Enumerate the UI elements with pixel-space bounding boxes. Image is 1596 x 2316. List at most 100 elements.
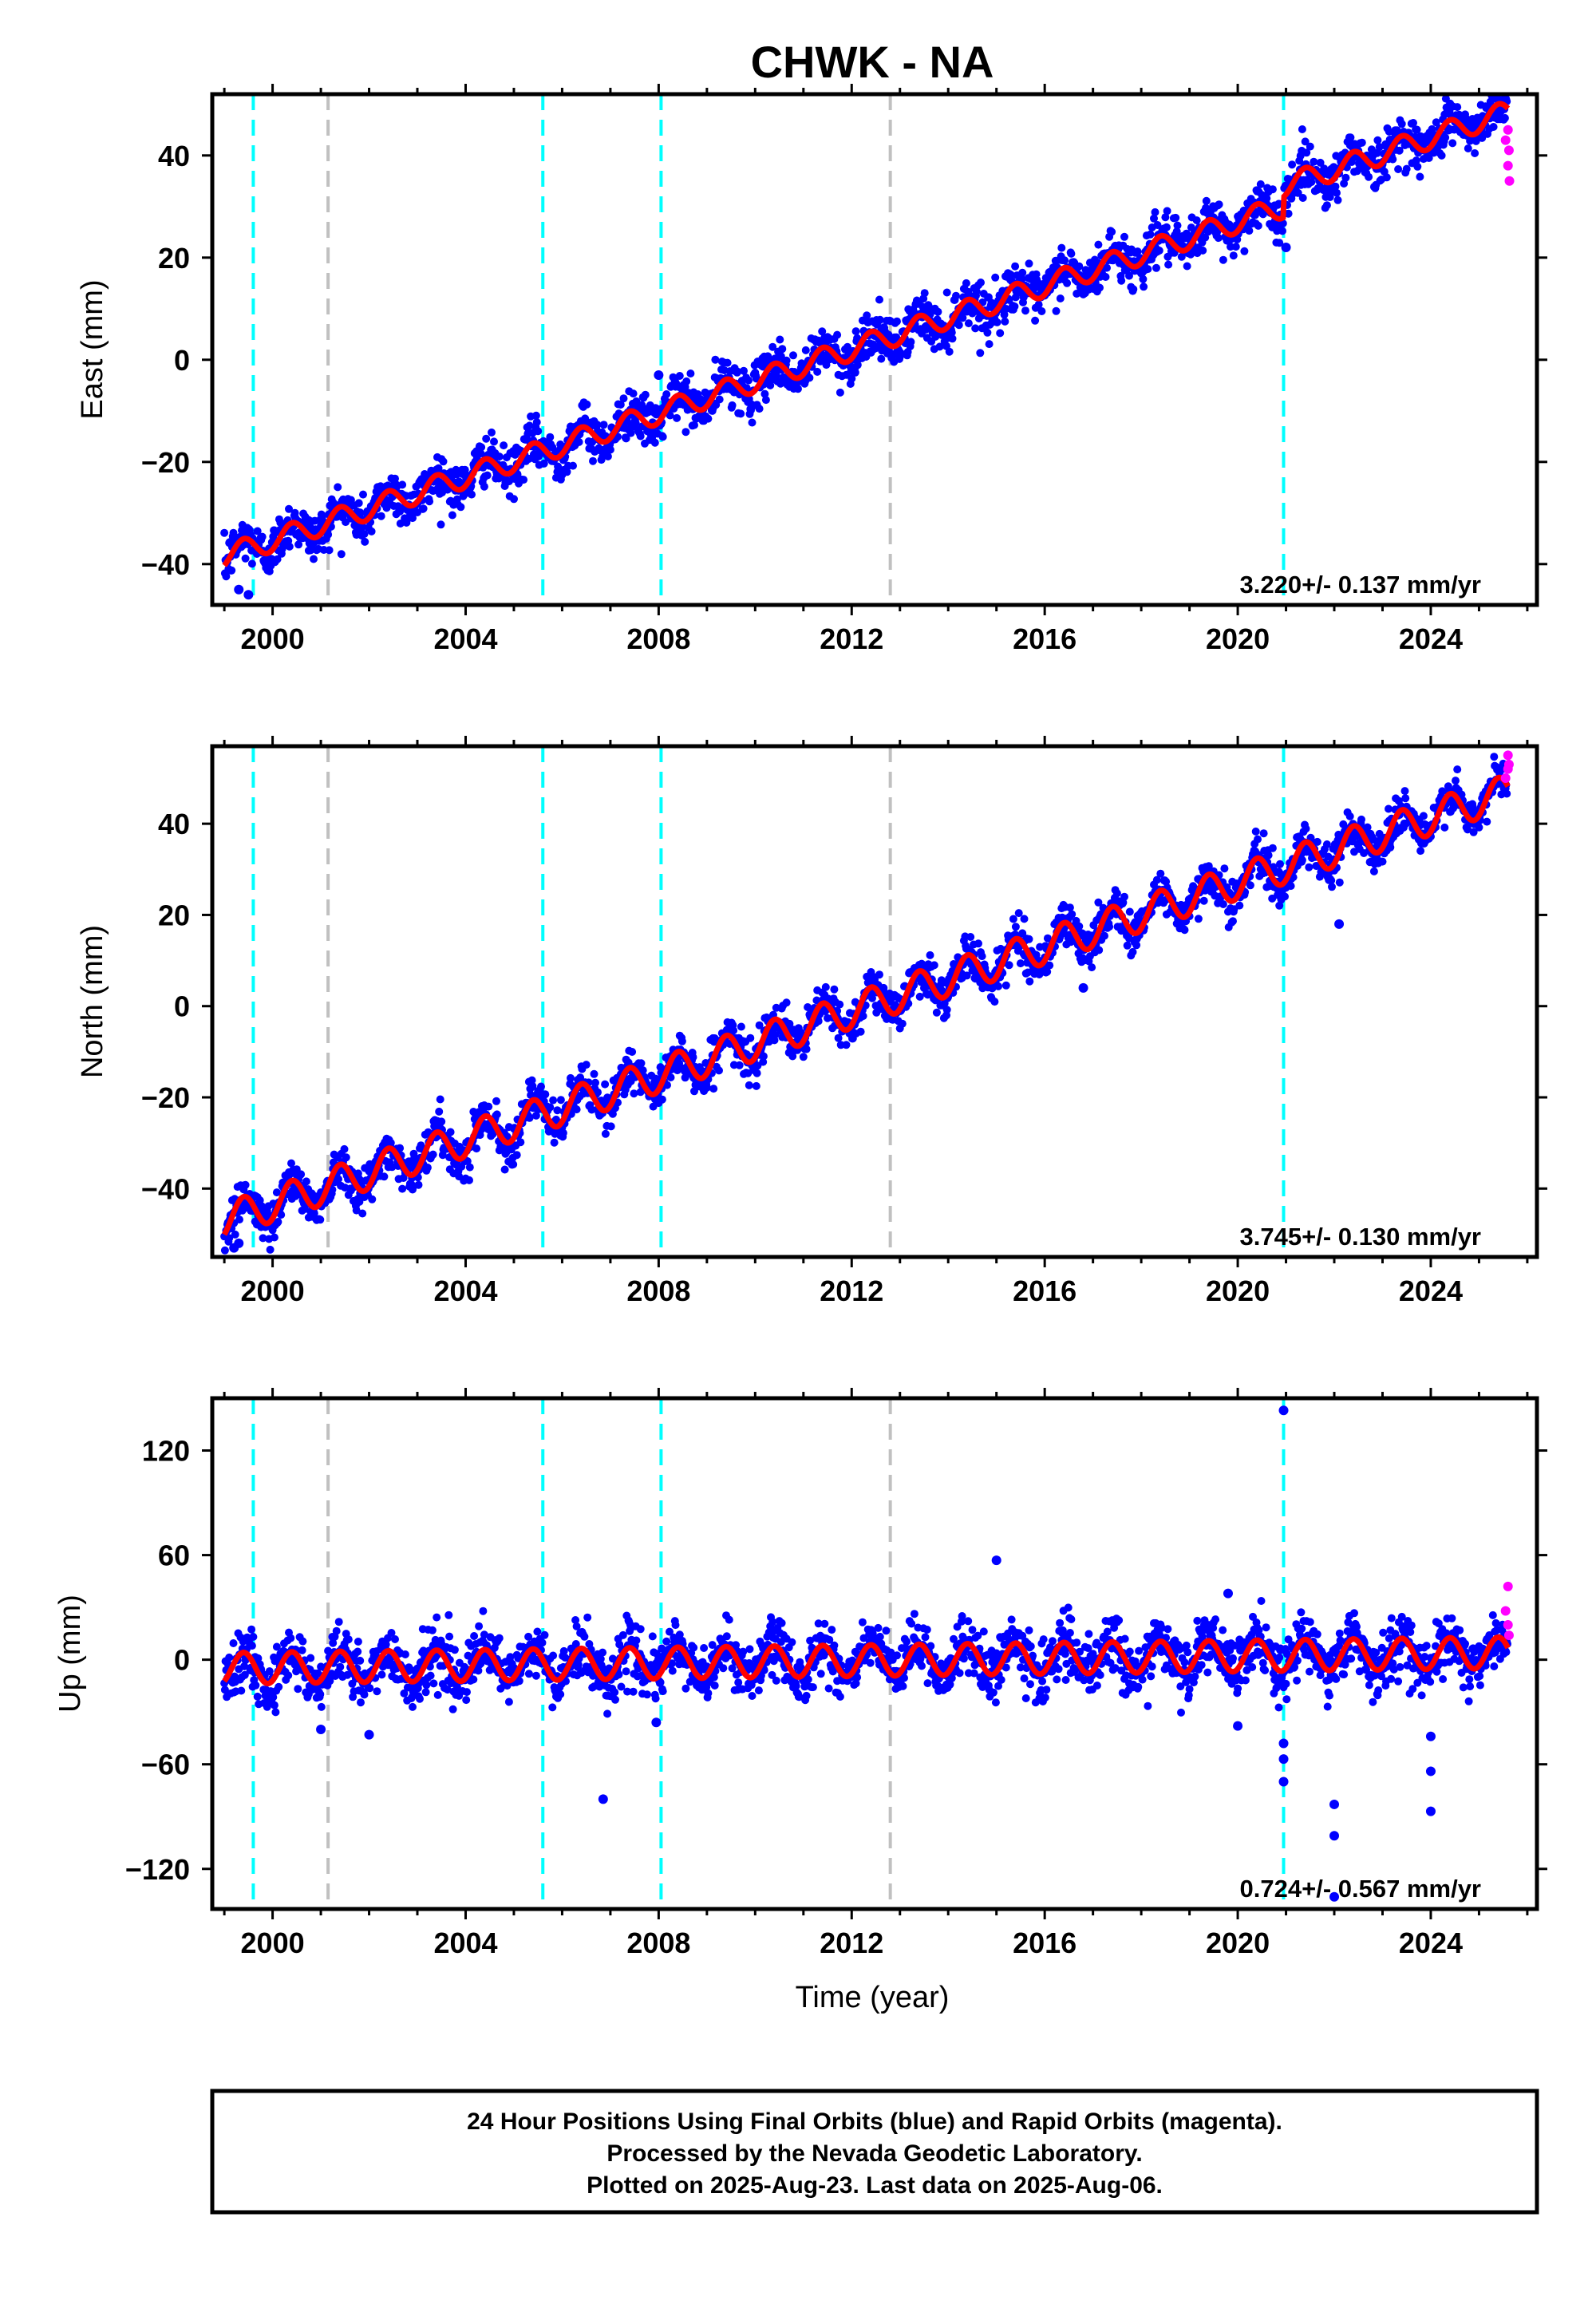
data-point — [336, 1662, 345, 1671]
data-point — [524, 1670, 533, 1678]
data-point — [259, 1234, 267, 1243]
data-point — [948, 334, 957, 343]
data-point — [776, 352, 785, 361]
data-point — [357, 1698, 365, 1707]
data-point — [715, 1066, 723, 1075]
data-point — [1094, 898, 1103, 907]
data-point — [628, 1048, 637, 1056]
data-point — [426, 1671, 435, 1680]
data-point — [1264, 851, 1273, 860]
data-point — [983, 328, 992, 337]
data-point — [500, 441, 508, 450]
data-point — [658, 433, 667, 441]
data-point — [1452, 777, 1460, 785]
data-point — [1437, 151, 1446, 160]
data-point — [1394, 165, 1403, 173]
x-tick-label: 2020 — [1206, 1275, 1270, 1307]
data-point — [1139, 275, 1148, 283]
outlier-point — [234, 1238, 244, 1248]
data-point — [1094, 240, 1103, 249]
data-point — [302, 1177, 310, 1186]
data-point — [270, 1701, 279, 1709]
data-point — [830, 985, 839, 994]
data-point — [227, 566, 236, 575]
data-point — [310, 555, 318, 563]
data-point — [1268, 185, 1277, 194]
data-point — [709, 1085, 718, 1093]
data-point — [1416, 847, 1425, 856]
data-point — [1400, 787, 1409, 796]
data-point — [500, 1165, 509, 1174]
data-point — [1018, 268, 1027, 277]
x-tick-label: 2016 — [1013, 622, 1077, 655]
data-point — [582, 1061, 591, 1069]
data-point — [590, 1069, 598, 1078]
data-point — [745, 1081, 753, 1089]
data-point — [443, 485, 452, 494]
data-point — [1333, 196, 1342, 204]
data-point — [1416, 172, 1424, 181]
data-point — [737, 1022, 745, 1031]
data-point — [1151, 207, 1159, 216]
data-point — [856, 1027, 865, 1036]
rapid-orbit-point — [1500, 773, 1511, 783]
x-tick-label: 2008 — [626, 622, 690, 655]
data-point — [448, 1705, 457, 1713]
data-point — [675, 372, 684, 380]
data-point — [859, 1012, 867, 1021]
data-point — [1125, 907, 1134, 916]
rapid-orbit-point — [1503, 145, 1514, 156]
data-point — [616, 401, 625, 409]
data-point — [678, 1037, 686, 1045]
data-point — [942, 288, 951, 297]
data-point — [354, 1647, 362, 1656]
data-point — [1057, 243, 1066, 252]
data-point — [658, 1095, 666, 1104]
data-point — [531, 1671, 540, 1680]
data-point — [1375, 143, 1384, 152]
data-point — [334, 1175, 342, 1184]
data-point — [398, 480, 407, 489]
data-point — [974, 939, 982, 948]
data-point — [465, 1163, 474, 1172]
data-point — [1453, 103, 1462, 112]
data-point — [898, 1019, 907, 1028]
data-point — [253, 1692, 262, 1701]
data-point — [1164, 260, 1173, 269]
data-point — [287, 1159, 295, 1168]
data-point — [589, 456, 597, 465]
data-point — [818, 327, 827, 336]
data-point — [673, 413, 681, 422]
data-point — [1011, 923, 1020, 931]
north-panel: 2000 2004 2008 2012 2016 2020 2024−40−2002040N… — [76, 736, 1547, 1307]
data-point — [932, 1008, 941, 1017]
data-point — [220, 528, 229, 537]
data-point — [1310, 157, 1318, 166]
outlier-point — [1281, 243, 1291, 252]
data-point — [1286, 882, 1295, 891]
data-point — [241, 1180, 250, 1189]
data-point — [306, 1654, 315, 1662]
data-point — [875, 970, 883, 979]
data-point — [572, 1105, 581, 1114]
data-point — [1065, 903, 1074, 912]
data-point — [987, 298, 996, 307]
data-point — [994, 982, 1002, 990]
data-point — [735, 1061, 744, 1069]
data-point — [1240, 247, 1249, 255]
data-point — [277, 1211, 286, 1219]
data-point — [550, 1138, 559, 1147]
data-point — [1503, 789, 1511, 798]
data-point — [425, 497, 434, 506]
data-point — [356, 508, 365, 517]
rapid-orbit-point — [1503, 160, 1513, 171]
data-point — [373, 1687, 381, 1696]
data-point — [434, 464, 443, 472]
data-point — [1440, 823, 1449, 832]
data-point — [630, 1089, 638, 1098]
data-point — [1067, 249, 1076, 258]
data-point — [1335, 878, 1344, 887]
data-point — [813, 367, 822, 376]
data-point — [284, 1671, 293, 1680]
